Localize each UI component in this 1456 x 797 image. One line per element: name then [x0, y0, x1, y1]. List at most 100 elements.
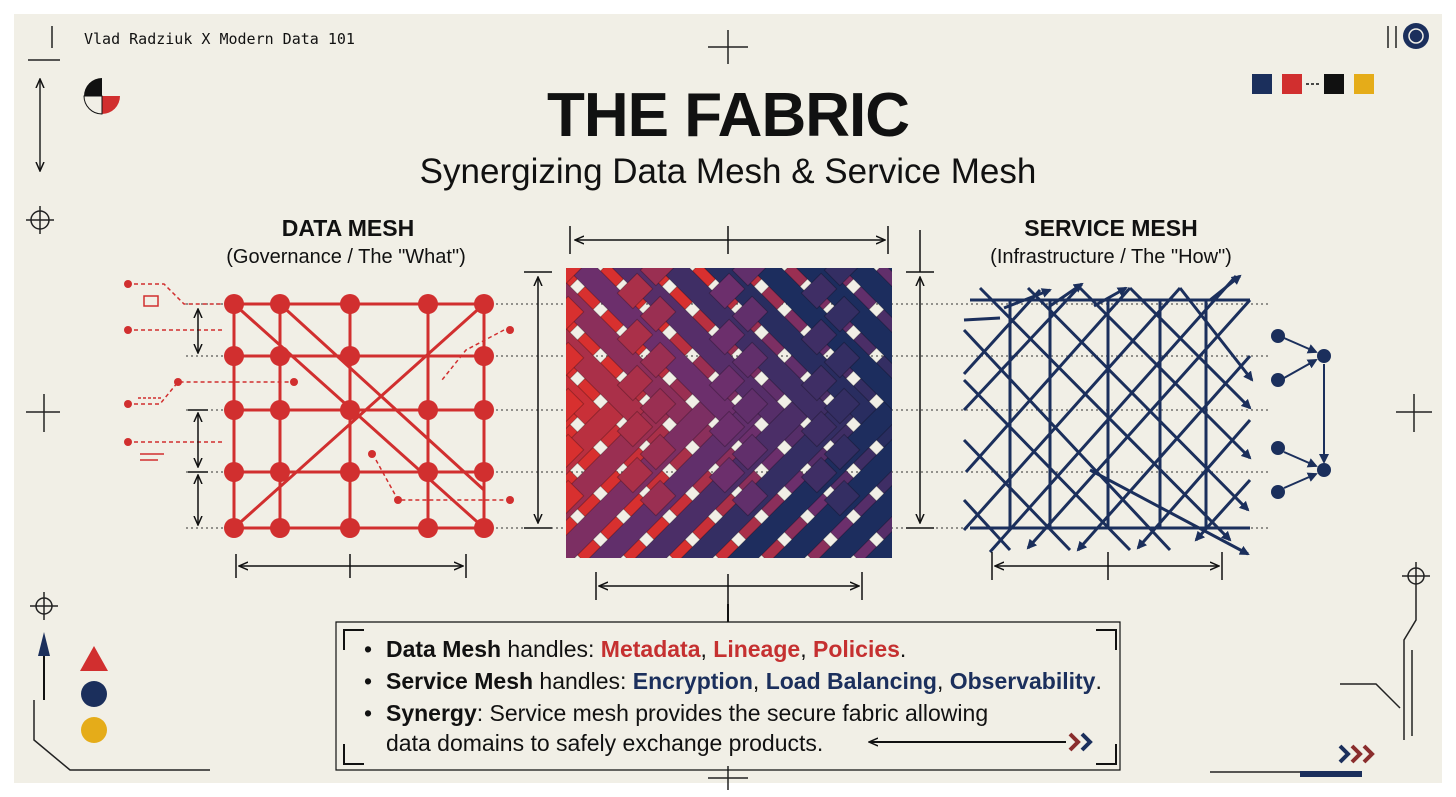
fabric-crossing: [364, 480, 399, 515]
fabric-crossing: [639, 295, 677, 333]
fabric-crossing: [364, 342, 399, 377]
fabric-crossing: [823, 433, 861, 471]
fabric-crossing: [640, 204, 675, 239]
fabric-crossing: [566, 268, 585, 287]
separator: ,: [800, 636, 813, 662]
fabric-crossing: [893, 365, 928, 400]
fabric-crossing: [566, 433, 585, 471]
item-observability: Observability: [949, 668, 1096, 694]
fabric-crossing: [566, 479, 585, 517]
fabric-crossing: [893, 457, 928, 492]
fabric-crossing: [731, 295, 769, 333]
color-swatches: [1252, 74, 1374, 94]
fabric-crossing: [893, 319, 928, 354]
fabric-strand: [1018, 221, 1401, 604]
fabric-crossing: [525, 411, 560, 446]
bullet-text: handles:: [501, 636, 601, 662]
fabric-strand: [903, 221, 1286, 604]
fabric-crossing: [616, 364, 654, 402]
fabric-strand: [144, 221, 527, 604]
logo-icon: [1403, 23, 1429, 49]
separator: ,: [752, 668, 766, 694]
frame-decorations: [26, 26, 1432, 790]
fabric-crossing: [916, 342, 951, 377]
bullet-synergy: • Synergy: Service mesh provides the secu…: [364, 700, 989, 726]
data-mesh-dimensions: [188, 271, 552, 578]
summary-box: • Data Mesh handles: Metadata, Lineage, P…: [336, 624, 1120, 770]
fabric-strand: [787, 268, 892, 558]
fabric-crossing: [916, 204, 951, 239]
page-subtitle: Synergizing Data Mesh & Service Mesh: [419, 152, 1037, 191]
fabric-crossing: [708, 272, 746, 310]
fabric-dimensions: [569, 226, 934, 622]
bullet-text: : Service mesh provides the secure fabri…: [476, 700, 989, 726]
fabric-crossing: [731, 433, 769, 471]
fabric-strand: [695, 268, 892, 558]
shape-legend: [38, 632, 108, 743]
fabric-crossing: [823, 387, 861, 425]
fabric-crossing: [616, 318, 654, 356]
data-mesh-subtitle: (Governance / The "What"): [226, 246, 466, 268]
data-mesh-annotations: [124, 280, 514, 504]
bullet-data-mesh: • Data Mesh handles: Metadata, Lineage, P…: [364, 636, 907, 662]
item-policies: Policies: [812, 636, 900, 662]
author-credit: Vlad Radziuk X Modern Data 101: [84, 30, 355, 48]
fabric-crossing: [893, 411, 928, 446]
fabric-crossing: [824, 204, 859, 239]
fabric-crossing: [732, 204, 767, 239]
item-encryption: Encryption: [632, 668, 753, 694]
chevron-icons: [1068, 732, 1375, 764]
quarter-circle-icon: [83, 78, 120, 115]
fabric-crossing: [639, 268, 677, 287]
fabric-crossing: [823, 268, 861, 287]
fabric-crossing: [639, 387, 677, 425]
service-mesh-nodes: [1271, 329, 1331, 499]
item-load-balancing: Load Balancing: [765, 668, 937, 694]
fabric-crossing: [616, 272, 654, 310]
fabric-crossing: [708, 364, 746, 402]
data-mesh-grid: [224, 294, 494, 538]
fabric-crossing: [525, 457, 560, 492]
page-title: THE FABRIC: [547, 81, 910, 150]
fabric-crossing: [525, 319, 560, 354]
fabric-strand: [718, 268, 892, 558]
fabric-crossing: [916, 296, 951, 331]
fabric-crossing: [456, 480, 491, 515]
separator: ,: [936, 668, 950, 694]
service-mesh-grid: [962, 274, 1254, 556]
fabric-crossing: [617, 227, 652, 262]
fabric-crossing: [616, 410, 654, 448]
item-metadata: Metadata: [600, 636, 701, 662]
info-box-frame: [335, 604, 1121, 771]
fabric-crossing: [823, 341, 861, 379]
fabric-strand: [926, 221, 1309, 604]
fabric-crossing: [1008, 434, 1043, 469]
item-lineage: Lineage: [713, 636, 801, 662]
fabric-crossing: [525, 227, 560, 262]
bullet-lead: Synergy: [386, 700, 477, 726]
fabric-strand: [566, 268, 575, 558]
fabric-crossing: [566, 295, 585, 333]
fabric-crossing: [433, 319, 468, 354]
fabric-crossing: [433, 411, 468, 446]
fabric-crossing: [364, 296, 399, 331]
fabric-crossing: [731, 479, 769, 517]
fabric-crossing: [893, 227, 928, 262]
fabric-crossing: [800, 364, 838, 402]
fabric-crossing: [566, 341, 585, 379]
separator: .: [1095, 668, 1102, 694]
fabric-crossing: [916, 388, 951, 423]
bullet-service-mesh: • Service Mesh handles: Encryption, Load …: [364, 668, 1102, 694]
fabric-crossing: [616, 456, 654, 494]
fabric-crossing: [1008, 296, 1043, 331]
fabric-crossing: [823, 479, 861, 517]
fabric-crossing: [731, 268, 769, 287]
fabric-crossing: [639, 433, 677, 471]
fabric-crossing: [800, 318, 838, 356]
fabric-crossing: [708, 456, 746, 494]
bullet-synergy-continued: data domains to safely exchange products…: [386, 730, 824, 756]
separator: ,: [700, 636, 714, 662]
fabric-crossing: [800, 272, 838, 310]
